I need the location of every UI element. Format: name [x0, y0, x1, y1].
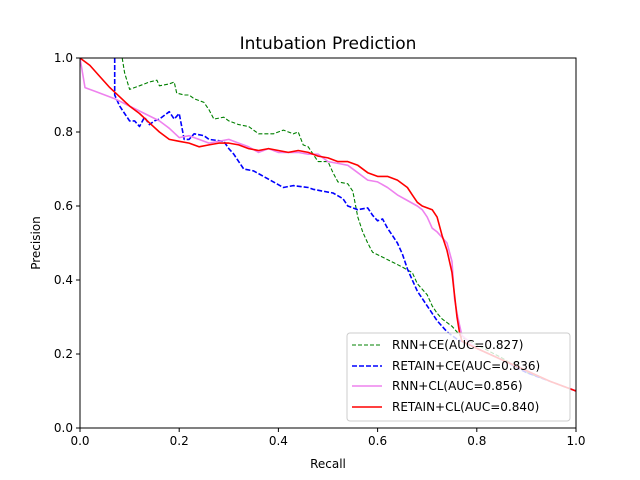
y-tick-label: 0.8 [54, 125, 73, 139]
series-line-retain-cl [80, 58, 576, 392]
series-layer [80, 58, 576, 392]
chart-title: Intubation Prediction [240, 34, 417, 54]
x-tick-label: 0.4 [269, 434, 288, 448]
y-tick-label: 1.0 [54, 51, 73, 65]
y-tick-label: 0.6 [54, 199, 73, 213]
legend: RNN+CE(AUC=0.827) RETAIN+CE(AUC=0.836) R… [346, 332, 571, 422]
y-axis-label: Precision [29, 216, 43, 270]
series-line-retain-ce [113, 58, 576, 392]
legend-frame [346, 332, 571, 422]
legend-label-retain-cl: RETAIN+CL(AUC=0.840) [392, 400, 539, 414]
x-tick-label: 0.2 [170, 434, 189, 448]
y-tick-label: 0.2 [54, 347, 73, 361]
x-tick-label: 0.0 [70, 434, 89, 448]
x-tick-label: 0.8 [467, 434, 486, 448]
y-tick-label: 0.0 [54, 421, 73, 435]
legend-label-rnn-cl: RNN+CL(AUC=0.856) [392, 379, 523, 393]
x-tick-label: 1.0 [566, 434, 585, 448]
x-axis-ticks: 0.0 0.2 0.4 0.6 0.8 1.0 [70, 428, 586, 448]
x-axis-label: Recall [310, 457, 346, 471]
y-tick-label: 0.4 [54, 273, 73, 287]
series-line-rnn-ce [121, 58, 576, 392]
legend-label-retain-ce: RETAIN+CE(AUC=0.836) [392, 359, 540, 373]
y-axis-ticks: 0.0 0.2 0.4 0.6 0.8 1.0 [54, 51, 80, 435]
legend-label-rnn-ce: RNN+CE(AUC=0.827) [392, 338, 523, 352]
x-tick-label: 0.6 [368, 434, 387, 448]
plot-frame [79, 57, 577, 429]
